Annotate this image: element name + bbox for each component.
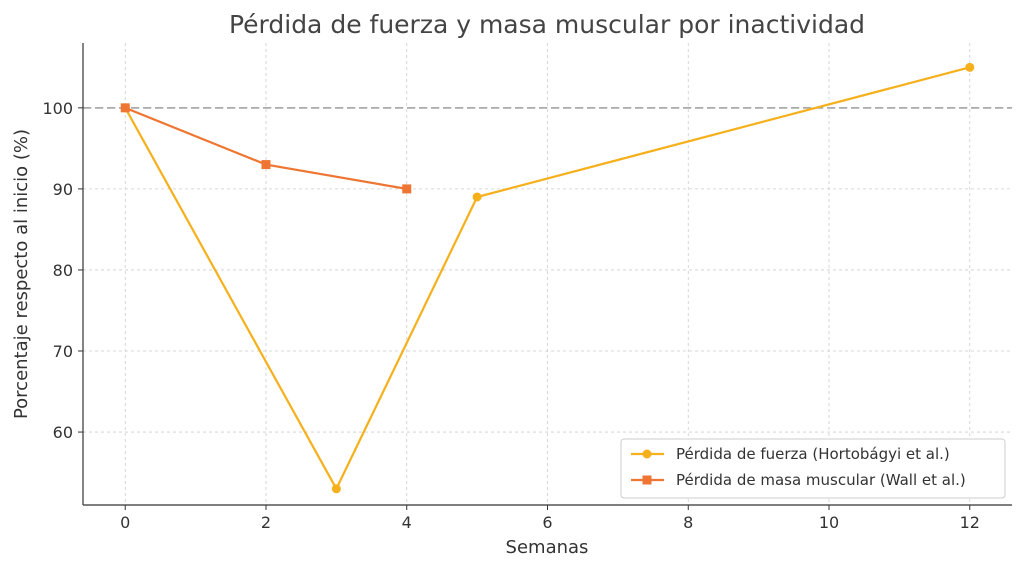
data-point-square	[120, 103, 130, 113]
legend-label-strength: Pérdida de fuerza (Hortobágyi et al.)	[676, 445, 950, 463]
x-axis-ticks: 0 2 4 6 8 10 12	[120, 505, 980, 532]
y-axis-ticks: 60 70 80 90 100	[42, 99, 83, 442]
x-tick-label: 8	[683, 513, 693, 532]
x-tick-label: 10	[819, 513, 839, 532]
series-line-1	[124, 66, 971, 490]
data-point-circle	[472, 192, 482, 202]
grid-lines	[83, 43, 1012, 505]
y-axis-label: Porcentaje respecto al inicio (%)	[11, 129, 32, 419]
legend-box	[620, 438, 1006, 499]
data-point-circle	[965, 62, 975, 72]
legend: Pérdida de fuerza (Hortobágyi et al.) Pé…	[620, 438, 1006, 499]
x-tick-label: 0	[120, 513, 130, 532]
x-tick-label: 2	[261, 513, 271, 532]
data-point-square	[261, 160, 271, 170]
data-point-circle	[331, 484, 341, 494]
y-tick-label: 60	[53, 423, 73, 442]
x-axis-label: Semanas	[506, 537, 589, 558]
data-point-square	[402, 184, 412, 194]
y-tick-label: 70	[53, 342, 73, 361]
legend-marker-circle	[642, 449, 652, 459]
y-tick-label: 90	[53, 180, 73, 199]
x-tick-label: 4	[402, 513, 412, 532]
x-tick-label: 6	[542, 513, 552, 532]
legend-marker-square	[642, 475, 652, 485]
legend-label-muscle-mass: Pérdida de masa muscular (Wall et al.)	[676, 471, 966, 489]
x-tick-label: 12	[960, 513, 980, 532]
y-tick-label: 80	[53, 261, 73, 280]
chart-title: Pérdida de fuerza y masa muscular por in…	[229, 10, 865, 39]
series-group	[120, 62, 975, 494]
y-tick-label: 100	[42, 99, 73, 118]
